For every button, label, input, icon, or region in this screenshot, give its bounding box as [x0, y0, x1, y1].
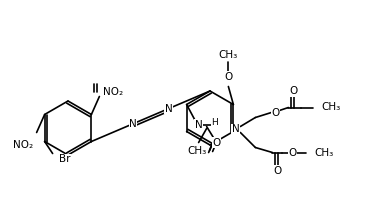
Text: CH₃: CH₃: [315, 148, 334, 158]
Text: O: O: [273, 166, 281, 176]
Text: NO₂: NO₂: [103, 88, 123, 98]
Text: H: H: [211, 118, 218, 127]
Text: CH₃: CH₃: [321, 102, 341, 112]
Text: CH₃: CH₃: [219, 50, 238, 60]
Text: CH₃: CH₃: [187, 145, 206, 155]
Text: NO₂: NO₂: [12, 139, 33, 149]
Text: Br: Br: [59, 154, 70, 164]
Text: O: O: [289, 87, 298, 97]
Text: N: N: [165, 104, 172, 114]
Text: N: N: [195, 120, 203, 130]
Text: N: N: [129, 119, 137, 129]
Text: O: O: [271, 107, 280, 117]
Text: O: O: [212, 138, 221, 148]
Text: O: O: [224, 71, 233, 82]
Text: N: N: [232, 125, 239, 135]
Text: O: O: [288, 148, 297, 158]
